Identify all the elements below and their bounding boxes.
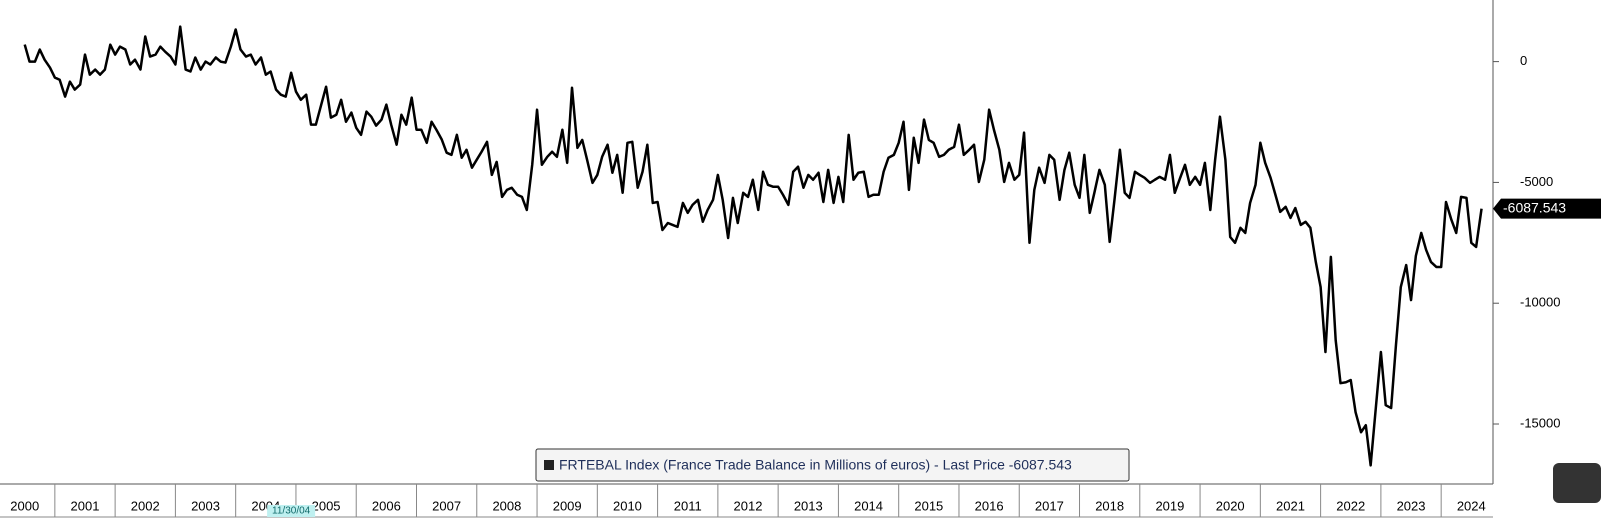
x-tick-label: 2014	[854, 498, 883, 513]
x-tick-label: 2020	[1216, 498, 1245, 513]
x-tick-label: 2024	[1457, 498, 1486, 513]
x-tick-label: 2008	[492, 498, 521, 513]
x-tick-label: 2009	[553, 498, 582, 513]
x-tick-label: 2015	[914, 498, 943, 513]
x-tick-label: 2017	[1035, 498, 1064, 513]
last-price-label: -6087.543	[1503, 199, 1566, 215]
legend-entry: FRTEBAL Index (France Trade Balance in M…	[559, 457, 1072, 473]
x-tick-label: 2007	[432, 498, 461, 513]
x-tick-label: 2016	[975, 498, 1004, 513]
cursor-label: 11/30/04	[272, 506, 311, 517]
x-tick-label: 2011	[674, 498, 702, 513]
x-tick-label: 2012	[734, 498, 763, 513]
cursor-label-bg	[267, 505, 316, 517]
legend-swatch	[544, 460, 554, 470]
x-tick-label: 2018	[1095, 498, 1124, 513]
x-tick-label: 2022	[1336, 498, 1365, 513]
y-tick-label: 0	[1520, 53, 1527, 68]
x-tick-label: 2013	[794, 498, 823, 513]
y-tick-label: -5000	[1520, 174, 1553, 189]
x-tick-label: 2021	[1276, 498, 1305, 513]
last-price-tag-bg	[1493, 198, 1601, 219]
side-button[interactable]	[1553, 463, 1601, 503]
x-tick-label: 2001	[71, 498, 100, 513]
x-tick-label: 2002	[131, 498, 160, 513]
x-tick-label: 2019	[1155, 498, 1184, 513]
y-tick-label: -15000	[1520, 415, 1560, 430]
x-tick-label: 2005	[312, 498, 341, 513]
series-line	[23, 25, 1483, 467]
x-tick-label: 2006	[372, 498, 401, 513]
x-tick-label: 2023	[1397, 498, 1426, 513]
y-tick-label: -10000	[1520, 295, 1560, 310]
legend-box	[535, 448, 1130, 482]
x-tick-label: 2003	[191, 498, 220, 513]
x-tick-label: 2010	[613, 498, 642, 513]
x-tick-label: 2000	[10, 498, 39, 513]
